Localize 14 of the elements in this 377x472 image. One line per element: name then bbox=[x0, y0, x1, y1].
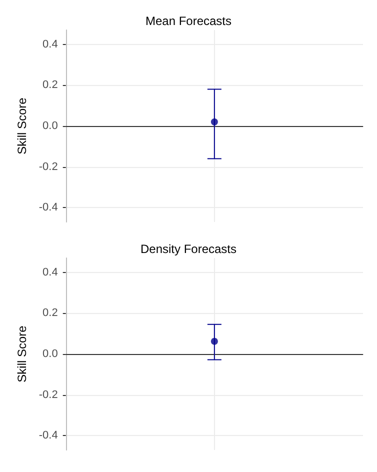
y-tick-label: 0.2 bbox=[42, 307, 58, 320]
y-tick-label: 0.4 bbox=[42, 266, 58, 278]
y-tick-label: -0.2 bbox=[38, 388, 58, 401]
y-tick-label: 0.0 bbox=[42, 120, 58, 132]
y-tick-label: 0.2 bbox=[42, 79, 58, 92]
chart-title: Density Forecasts bbox=[140, 242, 237, 256]
y-axis-title: Skill Score bbox=[15, 97, 29, 154]
chart-title: Mean Forecasts bbox=[145, 14, 232, 28]
y-axis-title: Skill Score bbox=[15, 325, 29, 382]
y-tick-label: -0.4 bbox=[38, 202, 58, 214]
y-tick-label: 0.4 bbox=[42, 38, 58, 50]
y-tick-label: 0.0 bbox=[42, 348, 58, 360]
y-tick-label: -0.4 bbox=[38, 430, 58, 442]
y-tick-label: -0.2 bbox=[38, 160, 58, 173]
